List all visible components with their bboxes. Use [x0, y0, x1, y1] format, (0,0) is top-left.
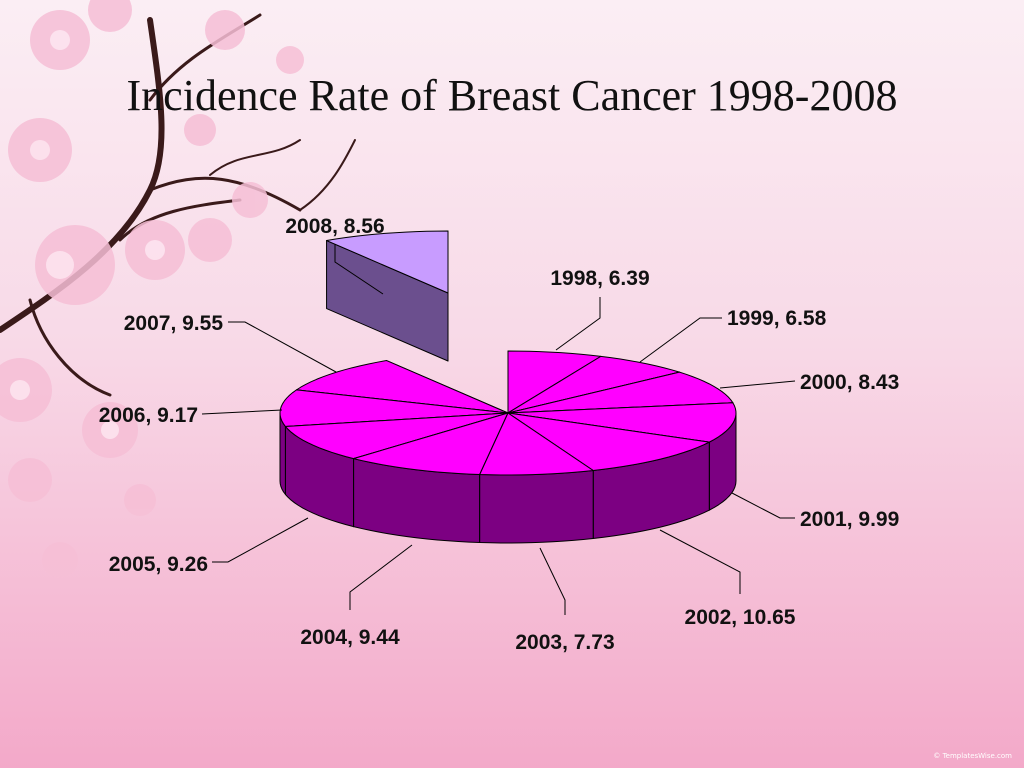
pie-slice-2008 — [326, 230, 449, 362]
leader-line-1998 — [555, 297, 601, 351]
data-labels: 1998, 6.39 1999, 6.58 2000, 8.43 2001, 9.99… — [99, 215, 900, 654]
leader-line-1999 — [639, 317, 722, 363]
leader-line-2003 — [539, 547, 566, 615]
leader-line-2008 — [334, 244, 384, 295]
data-label-2007: 2007, 9.55 — [124, 312, 224, 335]
leader-line-2002 — [659, 529, 741, 594]
leader-line-2001 — [731, 492, 795, 519]
data-label-2000: 2000, 8.43 — [800, 371, 899, 394]
pie-chart — [279, 230, 737, 544]
template-credit: © TemplatesWise.com — [933, 752, 1012, 760]
data-label-2001: 2001, 9.99 — [800, 508, 899, 531]
data-label-2004: 2004, 9.44 — [300, 626, 400, 649]
data-label-2002: 2002, 10.65 — [685, 606, 796, 629]
leader-line-2006 — [201, 409, 283, 415]
pie-slice-2003 — [479, 412, 594, 544]
leader-line-2005 — [212, 517, 309, 563]
data-label-2003: 2003, 7.73 — [515, 631, 614, 654]
data-label-2006: 2006, 9.17 — [99, 404, 198, 427]
data-label-2008: 2008, 8.56 — [285, 215, 384, 238]
data-label-1998: 1998, 6.39 — [550, 267, 649, 290]
leader-line-2004 — [349, 544, 413, 610]
leader-lines — [201, 244, 796, 615]
blossom-flowers-pale-decoration — [10, 30, 165, 439]
leader-line-2000 — [719, 380, 796, 389]
leader-line-2007 — [228, 321, 337, 373]
data-label-2005: 2005, 9.26 — [109, 553, 208, 576]
chart-title: Incidence Rate of Breast Cancer 1998-200… — [126, 71, 898, 120]
data-label-1999: 1999, 6.58 — [727, 307, 827, 330]
